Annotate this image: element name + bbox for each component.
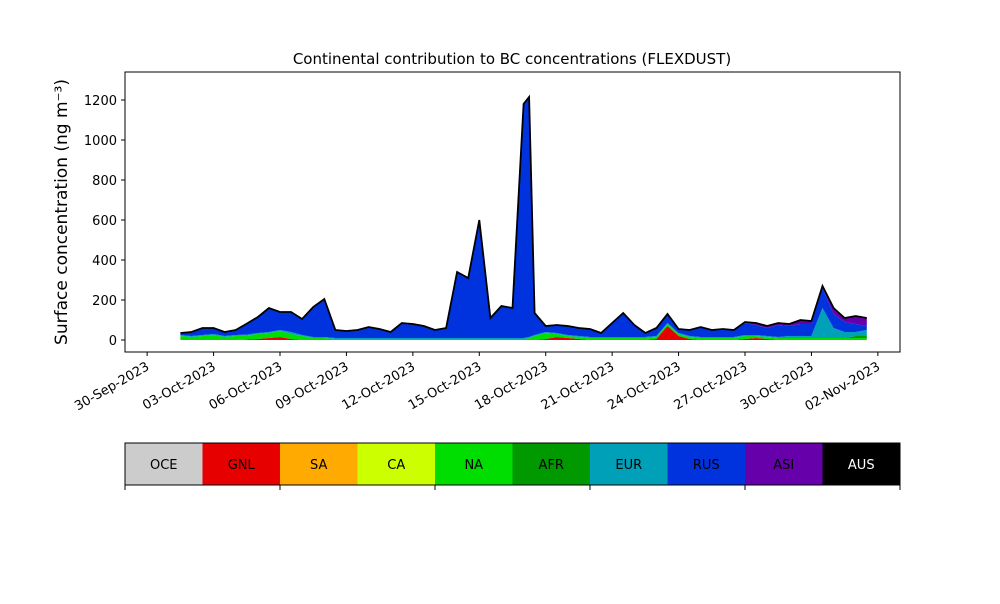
y-tick-label: 1200 xyxy=(84,94,117,109)
legend-label-asi: ASI xyxy=(773,458,794,473)
x-tick-label: 24-Oct-2023 xyxy=(605,359,683,413)
x-tick-label: 12-Oct-2023 xyxy=(340,359,418,413)
y-tick-label: 1000 xyxy=(84,134,117,149)
legend-swatch-eur xyxy=(590,443,668,485)
total-outline xyxy=(180,94,867,335)
legend-swatch-asi xyxy=(745,443,823,485)
x-tick-label: 03-Oct-2023 xyxy=(140,359,218,413)
legend-label-na: NA xyxy=(464,458,483,473)
y-axis: 0 200 400 600 800 1000 1200 xyxy=(84,94,125,349)
y-tick-label: 800 xyxy=(92,174,117,189)
y-tick-label: 200 xyxy=(92,294,117,309)
legend-swatch-gnl xyxy=(202,443,281,485)
area-na xyxy=(180,324,867,340)
stacked-areas xyxy=(180,97,867,340)
legend-frame xyxy=(124,442,901,486)
area-rus xyxy=(180,97,867,338)
region-color-legend: OCE GNL SA CA NA AFR EUR RUS ASI AUS xyxy=(124,442,901,490)
legend-swatch-aus xyxy=(822,443,901,485)
y-tick-label: 400 xyxy=(92,254,117,269)
x-tick-label: 06-Oct-2023 xyxy=(207,359,285,413)
y-axis-label: Surface concentration (ng m⁻³) xyxy=(52,79,72,345)
legend-label-sa: SA xyxy=(310,458,327,473)
y-tick-label: 600 xyxy=(92,214,117,229)
legend-swatch-sa xyxy=(280,443,358,485)
legend-label-ca: CA xyxy=(387,458,405,473)
legend-swatch-oce xyxy=(125,443,203,485)
x-tick-label: 27-Oct-2023 xyxy=(672,359,750,413)
legend-swatch-afr xyxy=(512,443,591,485)
x-tick-label: 02-Nov-2023 xyxy=(803,359,883,414)
x-axis: 30-Sep-202303-Oct-202306-Oct-202309-Oct-… xyxy=(72,352,883,414)
legend-swatch-na xyxy=(435,443,513,485)
x-tick-label: 15-Oct-2023 xyxy=(406,359,484,413)
y-tick-label: 0 xyxy=(109,334,117,349)
x-tick-label: 21-Oct-2023 xyxy=(539,359,617,413)
legend-swatch-ca xyxy=(357,443,436,485)
legend-label-afr: AFR xyxy=(539,458,564,473)
x-tick-label: 09-Oct-2023 xyxy=(273,359,351,413)
legend-label-eur: EUR xyxy=(615,458,642,473)
legend-label-rus: RUS xyxy=(693,458,720,473)
legend-label-aus: AUS xyxy=(848,458,875,473)
chart-title: Continental contribution to BC concentra… xyxy=(293,50,731,68)
legend-swatch-rus xyxy=(667,443,746,485)
legend-label-oce: OCE xyxy=(150,458,178,473)
x-tick-label: 30-Sep-2023 xyxy=(72,359,152,414)
x-tick-label: 18-Oct-2023 xyxy=(472,359,550,413)
plot-frame xyxy=(124,71,901,353)
legend-label-gnl: GNL xyxy=(228,458,256,473)
